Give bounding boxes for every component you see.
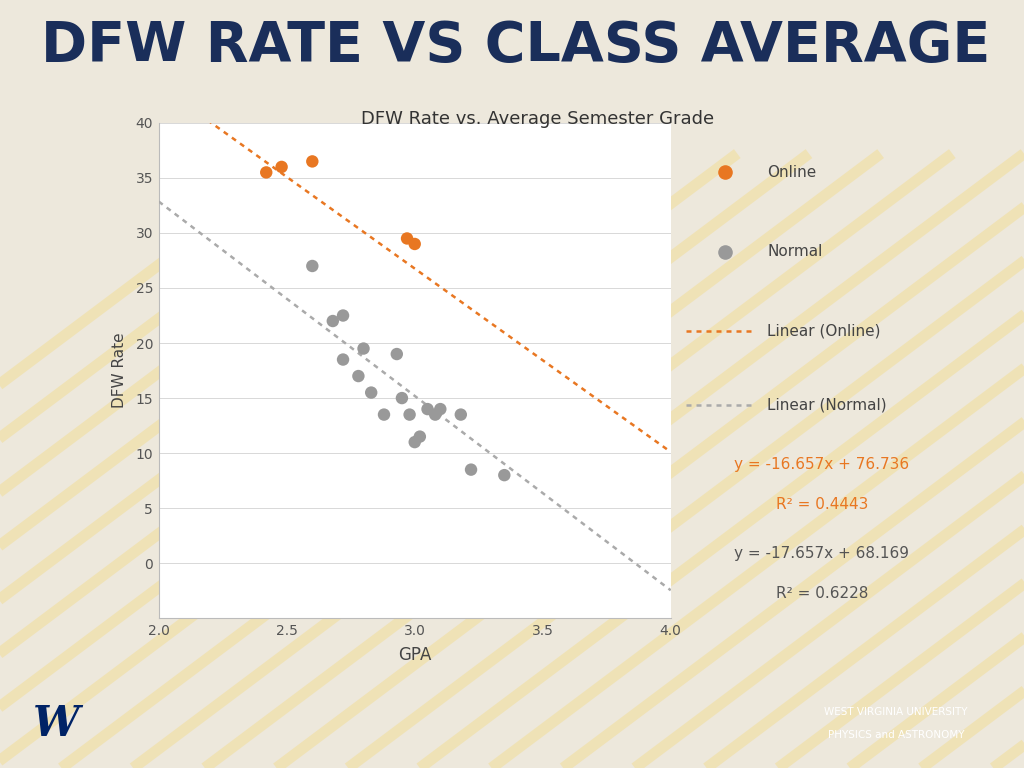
Point [364, 386, 380, 399]
Point [717, 246, 733, 258]
Text: DFW Rate vs. Average Semester Grade: DFW Rate vs. Average Semester Grade [361, 110, 714, 128]
Y-axis label: DFW Rate: DFW Rate [113, 333, 127, 409]
Text: Online: Online [767, 165, 816, 180]
Point [389, 348, 406, 360]
Point [399, 232, 416, 244]
Point [394, 392, 411, 404]
Point [420, 403, 436, 415]
Point [463, 463, 479, 475]
Point [355, 343, 372, 355]
Text: PHYSICS and ASTRONOMY: PHYSICS and ASTRONOMY [827, 730, 965, 740]
Point [304, 260, 321, 272]
Point [325, 315, 341, 327]
Point [717, 166, 733, 178]
Point [427, 409, 443, 421]
Point [335, 353, 351, 366]
Text: Linear (Online): Linear (Online) [767, 323, 881, 339]
Point [453, 409, 469, 421]
Text: y = -16.657x + 76.736: y = -16.657x + 76.736 [734, 457, 909, 472]
Point [497, 469, 513, 482]
Point [376, 409, 392, 421]
Point [304, 155, 321, 167]
Text: W: W [33, 703, 80, 745]
Point [432, 403, 449, 415]
Point [273, 161, 290, 173]
Point [412, 430, 428, 442]
Text: y = -17.657x + 68.169: y = -17.657x + 68.169 [734, 546, 909, 561]
Text: Linear (Normal): Linear (Normal) [767, 398, 887, 412]
Text: R² = 0.4443: R² = 0.4443 [775, 497, 868, 511]
Text: R² = 0.6228: R² = 0.6228 [775, 586, 868, 601]
Text: WEST VIRGINIA UNIVERSITY: WEST VIRGINIA UNIVERSITY [824, 707, 968, 717]
Point [407, 436, 423, 449]
Point [350, 370, 367, 382]
Text: DFW RATE VS CLASS AVERAGE: DFW RATE VS CLASS AVERAGE [41, 19, 990, 73]
Point [258, 166, 274, 178]
Point [401, 409, 418, 421]
X-axis label: GPA: GPA [398, 646, 431, 664]
Text: Normal: Normal [767, 244, 822, 259]
Point [335, 310, 351, 322]
Point [407, 238, 423, 250]
